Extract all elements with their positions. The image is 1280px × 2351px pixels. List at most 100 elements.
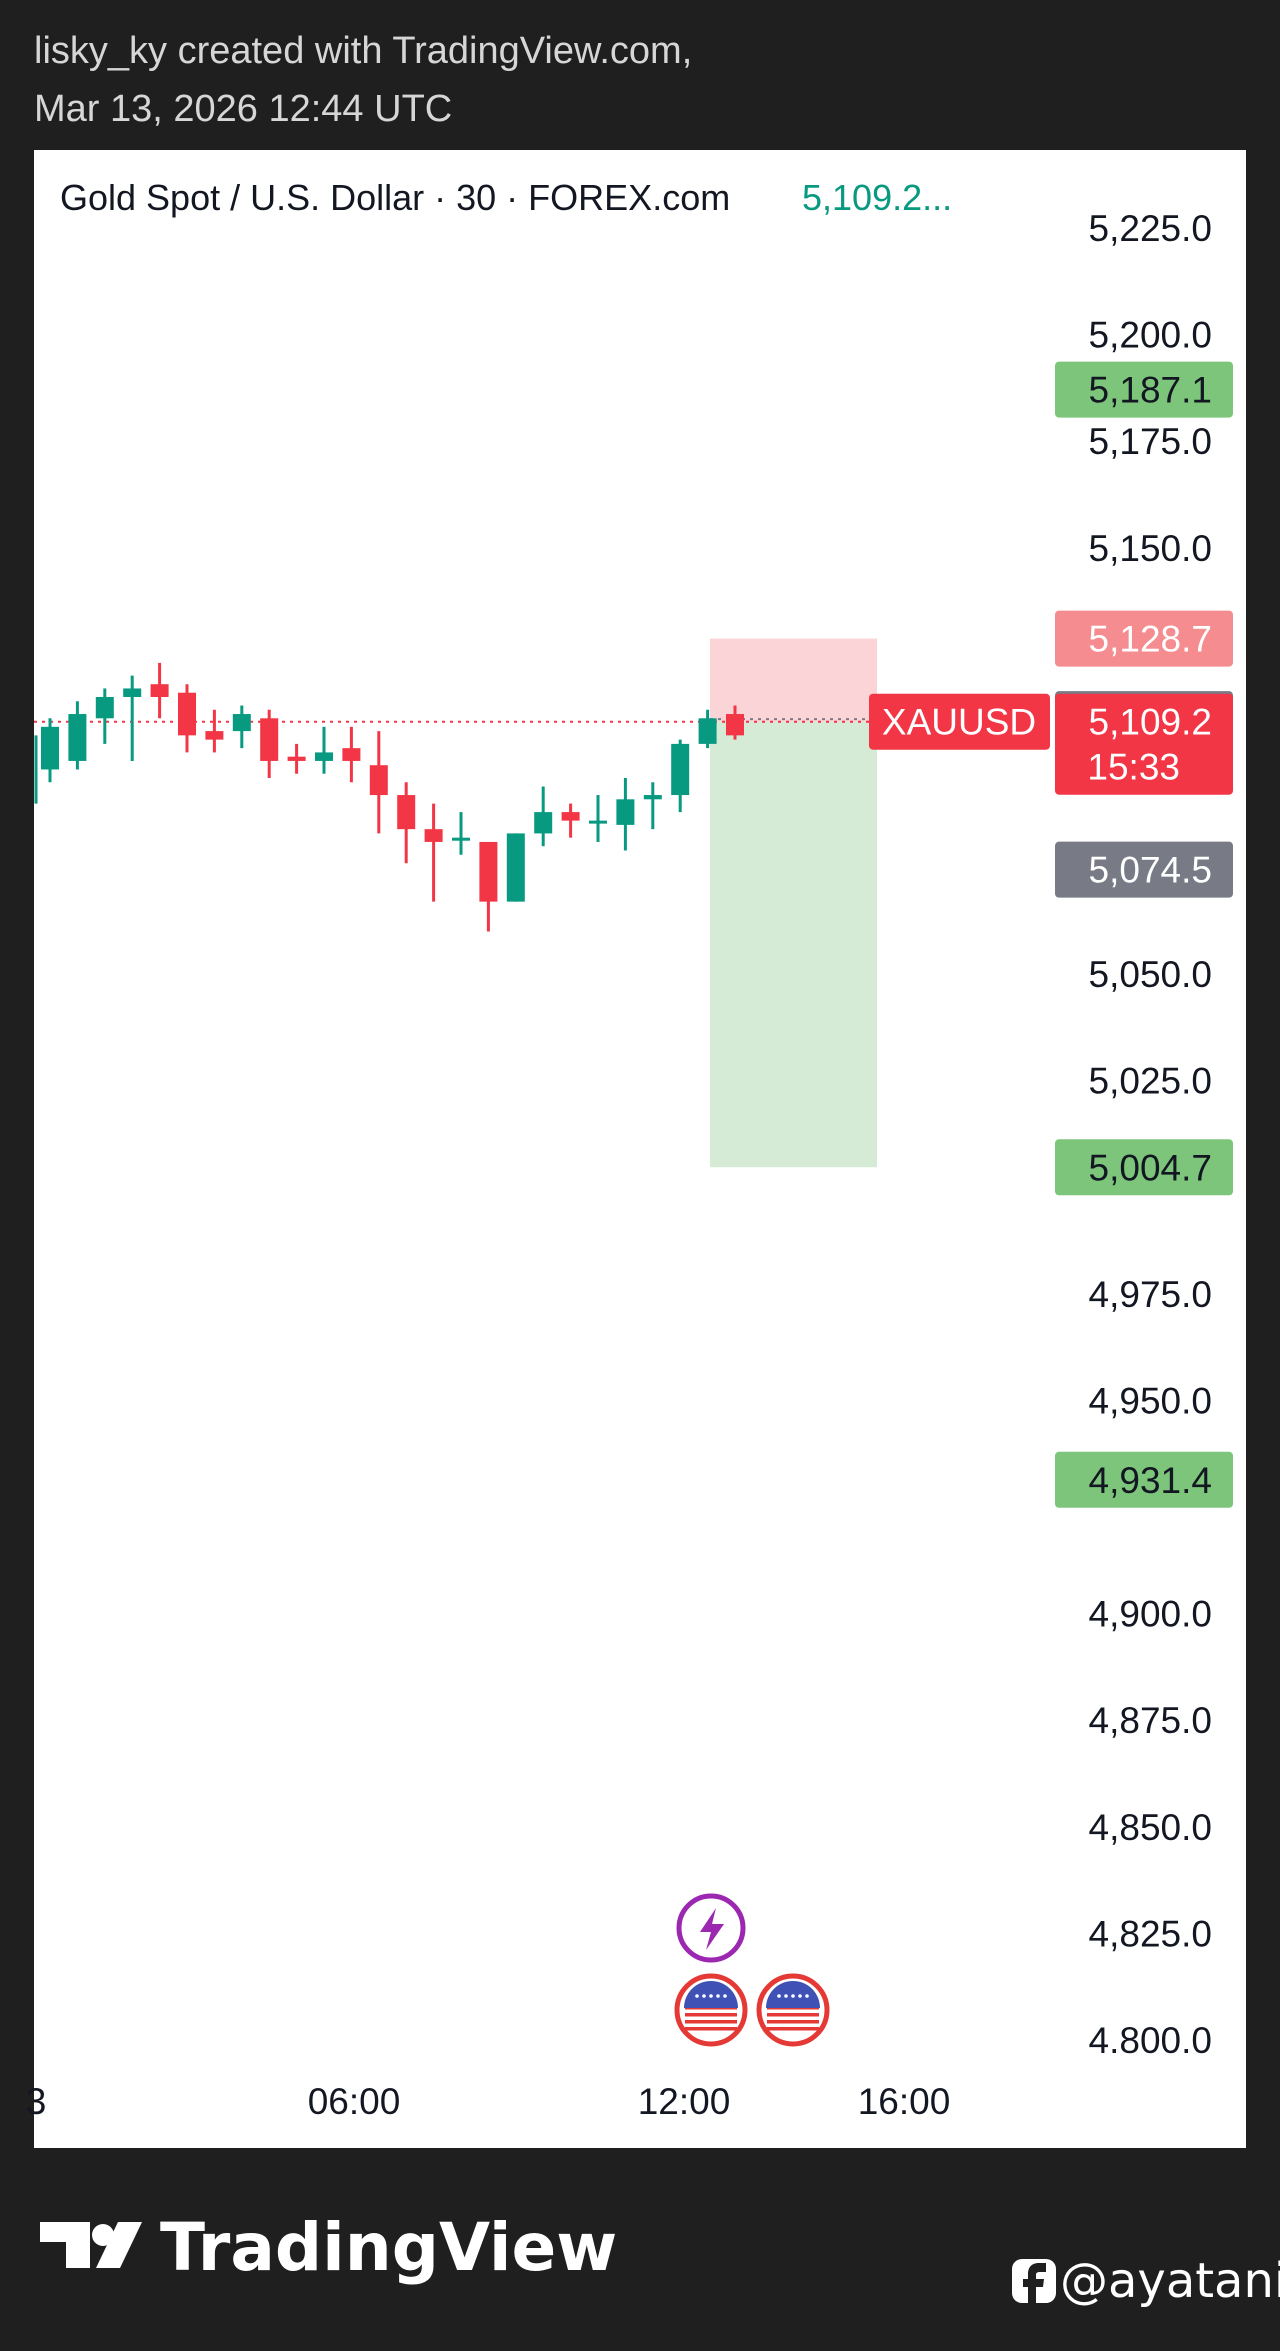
price-tags: 5,187.15,128.75,109.85,102.75,074.55,004… bbox=[869, 361, 1233, 1508]
footer-social-handle: @ayatani bbox=[1060, 2253, 1280, 2309]
y-tick-label: 5,200.0 bbox=[1089, 315, 1212, 356]
bar-countdown: 15:33 bbox=[1087, 747, 1180, 788]
candle bbox=[589, 795, 607, 842]
candle-body bbox=[342, 748, 361, 761]
candle bbox=[424, 803, 443, 902]
candle-body bbox=[68, 714, 87, 761]
y-tick-label: 5,050.0 bbox=[1089, 954, 1212, 995]
candle-body bbox=[671, 743, 690, 796]
event-markers[interactable] bbox=[674, 1893, 830, 2047]
y-tick-label: 4,850.0 bbox=[1089, 1807, 1212, 1848]
candle-body bbox=[315, 752, 333, 761]
candle-body bbox=[123, 688, 142, 697]
price-tag-bg bbox=[1055, 361, 1233, 418]
candle-body bbox=[616, 799, 635, 825]
flag-star bbox=[805, 1994, 809, 1998]
flag-stripe bbox=[767, 2013, 819, 2017]
flag-star bbox=[723, 1994, 727, 1998]
candle-body bbox=[397, 795, 416, 830]
candle-body bbox=[698, 718, 717, 744]
price-tag-green: 4,931.4 bbox=[1055, 1451, 1233, 1508]
candle-body bbox=[41, 726, 59, 770]
footer-brand: TradingView bbox=[160, 2209, 617, 2286]
candle bbox=[41, 718, 59, 783]
candle bbox=[726, 705, 744, 740]
y-axis: 5,225.0 5,200.0 5,175.0 5,150.0 5,050.0 5,025… bbox=[1089, 208, 1212, 2061]
y-tick-label: 4,825.0 bbox=[1089, 1913, 1212, 1954]
flag-star bbox=[702, 1994, 706, 1998]
candle bbox=[95, 688, 114, 744]
header-date-line: Mar 13, 2026 12:44 UTC bbox=[34, 88, 453, 130]
y-tick-label: 4.800.0 bbox=[1089, 2020, 1212, 2061]
candle bbox=[452, 812, 470, 855]
candle bbox=[68, 701, 87, 770]
price-tag-green: 5,187.1 bbox=[1055, 361, 1233, 418]
x-tick-label: 12:00 bbox=[638, 2081, 731, 2122]
candle-body bbox=[479, 841, 498, 902]
price-tag-label: 5,187.1 bbox=[1089, 370, 1212, 411]
y-tick-label: 5,175.0 bbox=[1089, 421, 1212, 462]
flag-stripe bbox=[685, 2013, 737, 2017]
facebook-icon bbox=[1012, 2259, 1056, 2303]
price-tag-gray: 5,074.5 bbox=[1055, 841, 1233, 898]
candle bbox=[397, 782, 416, 864]
candle-body bbox=[95, 696, 114, 719]
x-tick-label: 06:00 bbox=[308, 2081, 401, 2122]
symbol-tag-bg bbox=[869, 693, 1050, 750]
candle bbox=[123, 675, 142, 761]
position-zones bbox=[34, 638, 1050, 1168]
candle bbox=[150, 662, 169, 719]
flag-stripe bbox=[685, 2020, 737, 2024]
us-flag-icon[interactable] bbox=[674, 1973, 748, 2047]
y-tick-label: 5,225.0 bbox=[1089, 208, 1212, 249]
y-tick-label: 4,900.0 bbox=[1089, 1594, 1212, 1635]
candle-body bbox=[205, 731, 224, 740]
flag-star bbox=[791, 1994, 795, 1998]
x-tick-label: 3 bbox=[26, 2081, 47, 2122]
candle-body bbox=[260, 718, 279, 761]
candles bbox=[34, 662, 744, 932]
candle-body bbox=[643, 795, 662, 800]
us-flag-icon[interactable] bbox=[756, 1973, 830, 2047]
last-price-tag-bg bbox=[1055, 693, 1233, 795]
candle bbox=[616, 777, 635, 851]
y-tick-label: 4,975.0 bbox=[1089, 1274, 1212, 1315]
x-axis: 3 06:00 12:00 16:00 bbox=[26, 2081, 951, 2122]
candle-body bbox=[726, 714, 744, 736]
x-tick-label: 16:00 bbox=[858, 2081, 951, 2122]
price-tag-bg bbox=[1055, 841, 1233, 898]
candle-body bbox=[232, 714, 251, 732]
price-tag-pink: 5,128.7 bbox=[1055, 610, 1233, 667]
candle-body bbox=[424, 829, 443, 842]
candle bbox=[205, 709, 224, 753]
candle bbox=[534, 786, 553, 847]
candle-body bbox=[287, 756, 306, 761]
chart-title: Gold Spot / U.S. Dollar · 30 · FOREX.com bbox=[60, 177, 730, 218]
candle-body bbox=[178, 692, 196, 736]
candle bbox=[315, 726, 333, 774]
lightning-icon[interactable] bbox=[676, 1893, 746, 1963]
price-tag-label: 5,128.7 bbox=[1089, 619, 1212, 660]
flag-star bbox=[777, 1994, 781, 1998]
candle bbox=[643, 782, 662, 830]
price-tag-bg bbox=[1055, 610, 1233, 667]
last-price-label: 5,109.2 bbox=[1089, 702, 1212, 743]
price-tag-label: 5,004.7 bbox=[1089, 1147, 1212, 1188]
candle bbox=[260, 709, 279, 778]
price-tag-bg bbox=[1055, 1451, 1233, 1508]
flag-star bbox=[784, 1994, 788, 1998]
candle bbox=[479, 841, 498, 932]
flag-star bbox=[716, 1994, 720, 1998]
candle-body bbox=[369, 765, 388, 796]
take-profit-zone bbox=[710, 721, 877, 1168]
lightning-bolt bbox=[700, 1908, 724, 1950]
candle-body bbox=[589, 820, 607, 824]
candle bbox=[178, 684, 196, 753]
price-tag-green: 5,004.7 bbox=[1055, 1139, 1233, 1196]
candle bbox=[369, 731, 388, 834]
header-author-line: lisky_ky created with TradingView.com, bbox=[34, 30, 693, 72]
price-tag-label: 4,931.4 bbox=[1089, 1460, 1212, 1501]
chart-panel bbox=[34, 150, 1246, 2148]
y-tick-label: 5,025.0 bbox=[1089, 1061, 1212, 1102]
price-tag-label: 5,074.5 bbox=[1089, 850, 1212, 891]
